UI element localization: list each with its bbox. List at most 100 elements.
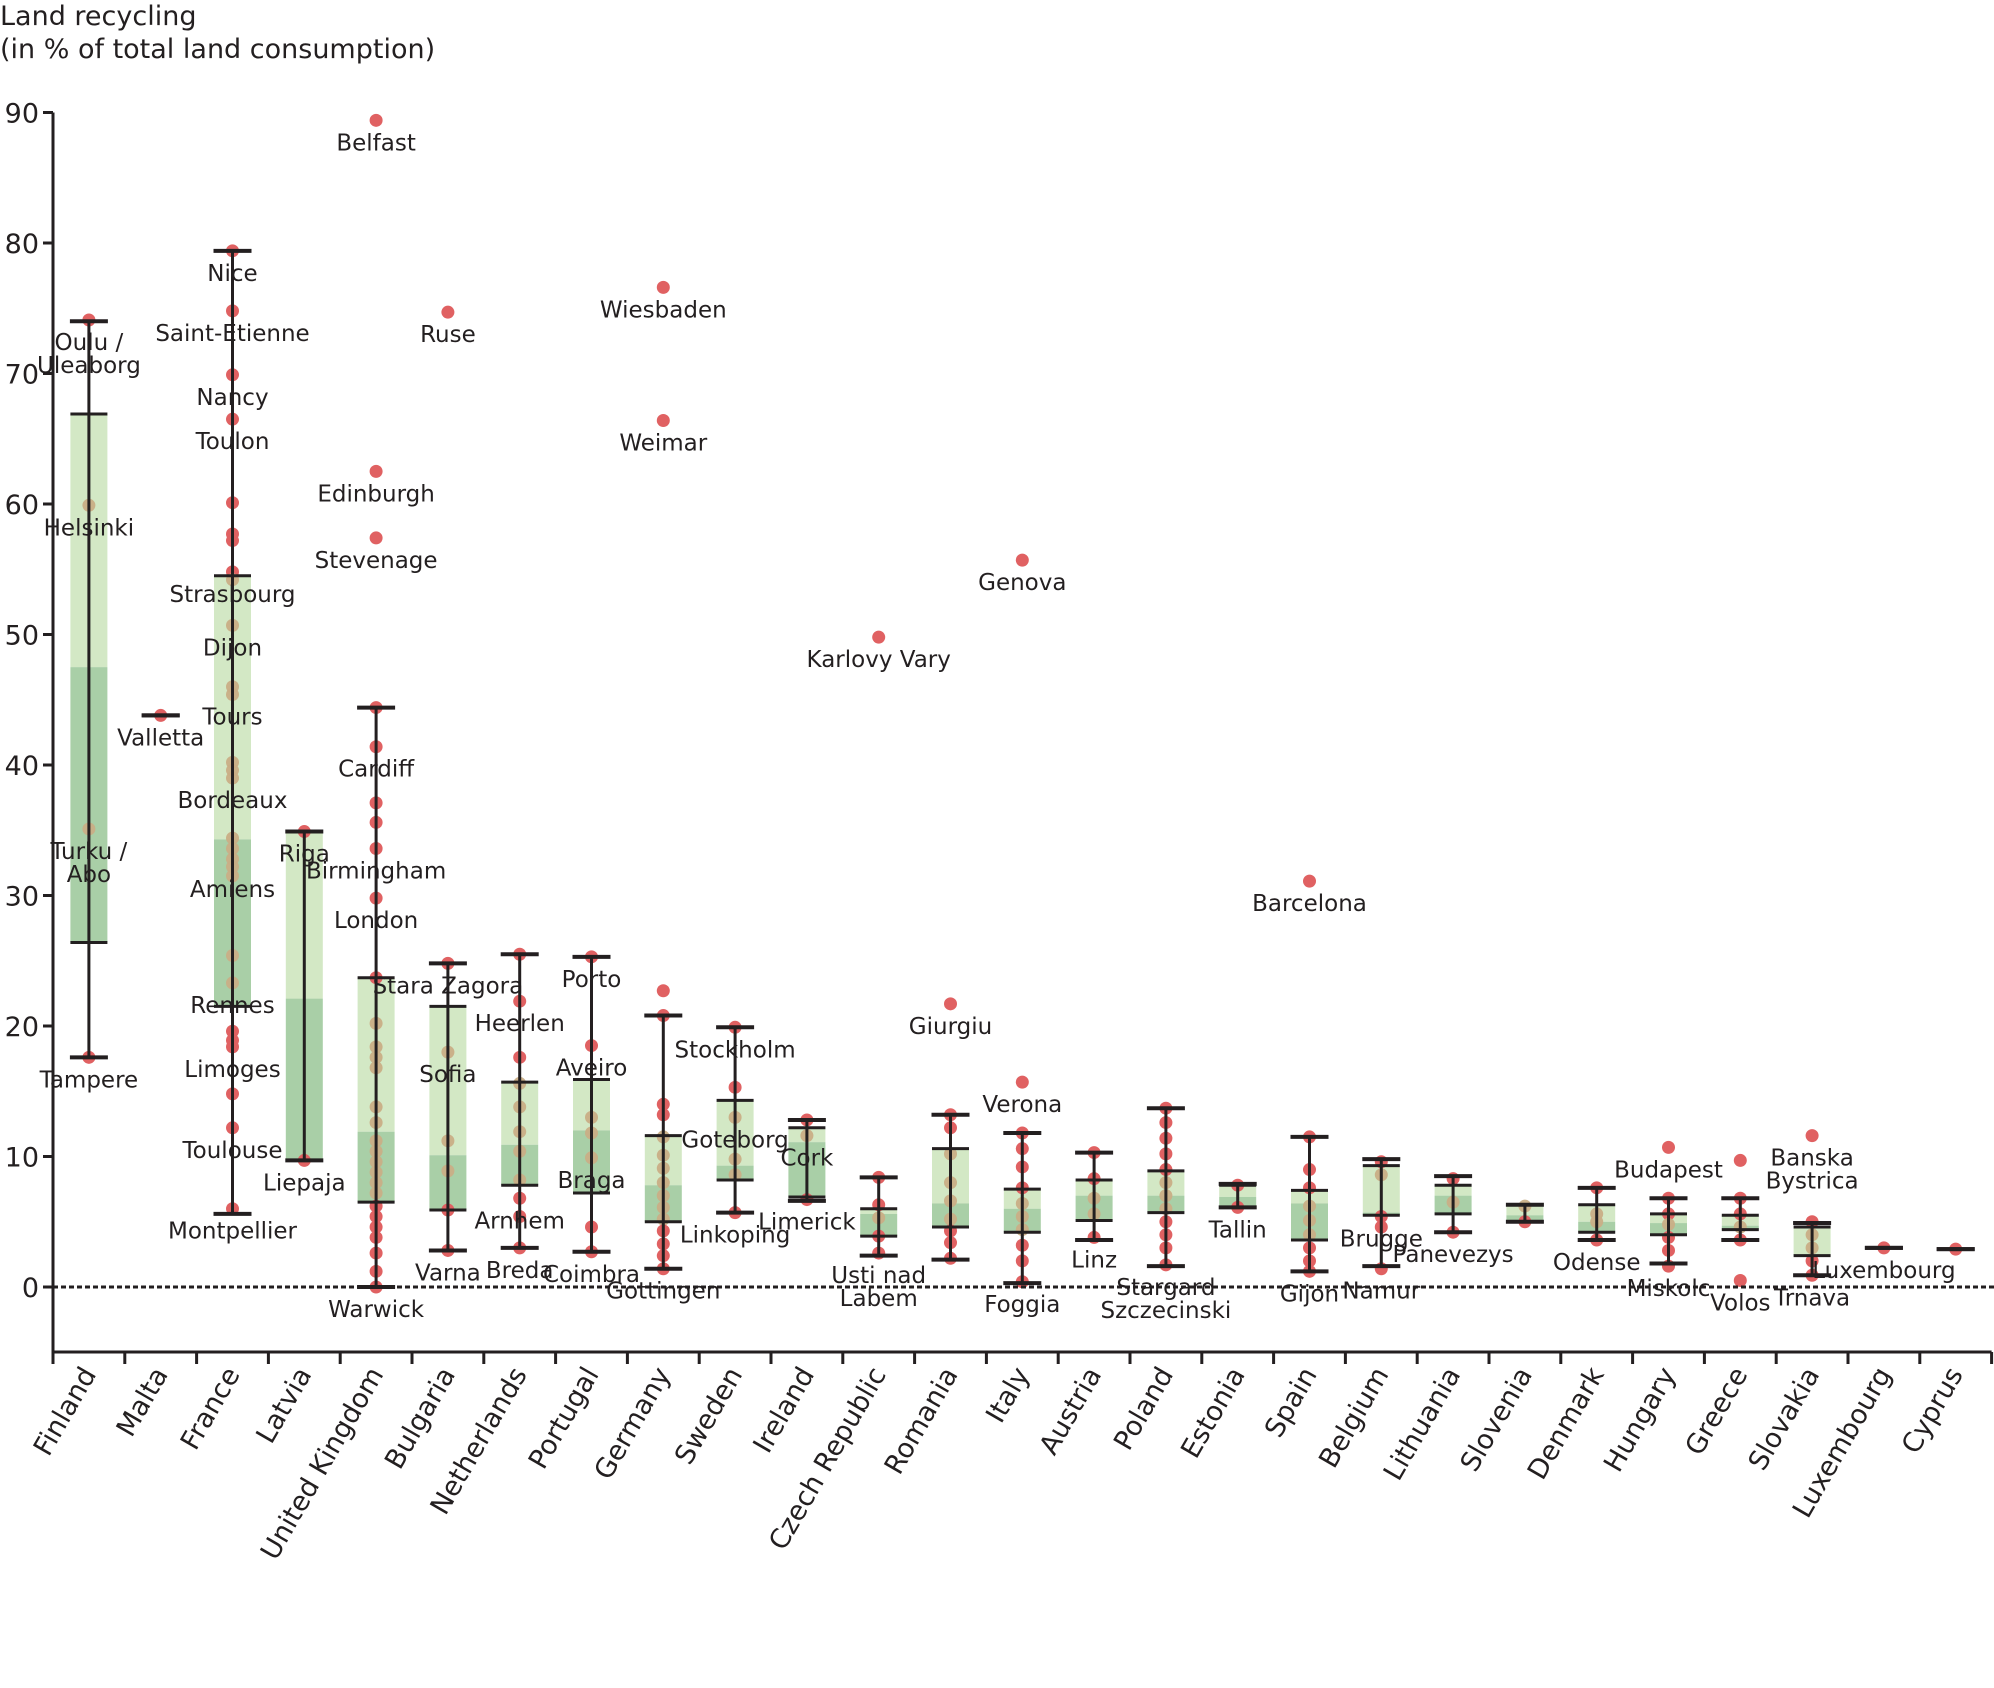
point-label: Toulouse	[182, 1138, 283, 1164]
x-category-label: Slovenia	[1455, 1362, 1539, 1477]
point-label: Usti nad	[831, 1263, 926, 1289]
point-label: Stara Zagora	[373, 973, 524, 999]
point-label: Varna	[415, 1260, 481, 1286]
point-label: Riga	[279, 842, 330, 868]
point-label: Cardiff	[338, 757, 415, 783]
point-label: Belfast	[336, 130, 416, 156]
data-point	[1303, 874, 1316, 888]
x-category-label: France	[175, 1362, 247, 1455]
y-tick-label: 60	[5, 490, 39, 521]
data-point	[656, 280, 670, 294]
data-point	[369, 113, 383, 127]
point-label: Brugge	[1340, 1227, 1423, 1253]
point-label: Szczecinski	[1100, 1298, 1231, 1324]
y-tick-label: 30	[5, 882, 39, 913]
point-label: Stockholm	[675, 1037, 796, 1063]
data-point	[369, 464, 383, 478]
x-category-label: Portugal	[523, 1362, 606, 1474]
point-label: London	[334, 908, 418, 934]
point-label: Stevenage	[315, 548, 438, 574]
x-category-label: Slovakia	[1743, 1362, 1827, 1476]
x-category-label: Romania	[879, 1362, 965, 1480]
point-label: Barcelona	[1252, 891, 1367, 917]
data-point	[1662, 1140, 1675, 1154]
point-label: Abo	[67, 862, 111, 888]
point-label: Heerlen	[475, 1011, 565, 1037]
point-label: Braga	[557, 1168, 625, 1194]
point-label: Tallin	[1208, 1217, 1267, 1243]
point-label: Oulu /	[55, 330, 124, 356]
point-label: Gijon	[1280, 1281, 1339, 1307]
point-label: Uleaborg	[37, 353, 141, 379]
point-label: Rennes	[190, 993, 274, 1019]
point-label: Miskolc	[1627, 1276, 1711, 1302]
point-labels-layer: Oulu /Uleaborg Helsinki Turku /Abo Tampere V…	[37, 130, 1956, 1323]
data-point	[1733, 1273, 1747, 1287]
y-tick-label: 40	[5, 751, 39, 782]
point-label: Edinburgh	[317, 481, 435, 507]
y-tick-label: 70	[5, 360, 39, 391]
point-label: Budapest	[1614, 1157, 1723, 1183]
point-label: Weimar	[619, 430, 707, 456]
point-label: Birmingham	[306, 859, 446, 885]
point-label: Labem	[840, 1286, 918, 1312]
point-label: Helsinki	[44, 515, 135, 541]
data-point	[656, 413, 670, 427]
y-axis-title-line-2: (in % of total land consumption)	[0, 34, 436, 65]
data-point	[441, 305, 455, 319]
point-label: Goteborg	[681, 1127, 788, 1153]
point-label: Stargard	[1116, 1275, 1215, 1301]
point-label: Aveiro	[556, 1056, 628, 1082]
point-label: Saint-Etienne	[155, 321, 309, 347]
point-label: Dijon	[203, 635, 262, 661]
x-category-label: Austria	[1034, 1362, 1109, 1460]
point-label: Warwick	[328, 1297, 425, 1323]
point-label: Giurgiu	[909, 1014, 992, 1040]
point-label: Toulon	[195, 429, 270, 455]
point-label: Nancy	[196, 385, 268, 411]
point-label: Trnava	[1773, 1285, 1850, 1311]
y-tick-label: 80	[5, 229, 39, 260]
point-label: Panevezys	[1393, 1242, 1514, 1268]
point-label: Luxembourg	[1812, 1258, 1955, 1284]
x-category-label: Ireland	[747, 1362, 821, 1458]
data-point	[944, 997, 957, 1011]
x-category-label: Poland	[1108, 1362, 1180, 1456]
x-category-label: Belgium	[1313, 1362, 1395, 1473]
point-label: Limerick	[758, 1210, 856, 1236]
y-tick-label: 20	[5, 1012, 39, 1043]
point-label: Namur	[1342, 1279, 1420, 1305]
point-label: Tours	[201, 705, 262, 731]
point-label: Volos	[1710, 1290, 1770, 1316]
point-label: Cork	[780, 1146, 834, 1172]
x-category-label: Estonia	[1175, 1362, 1252, 1464]
point-label: Sofia	[419, 1062, 476, 1088]
x-category-label: Cyprus	[1896, 1362, 1970, 1459]
point-label: Limoges	[184, 1057, 280, 1083]
point-label: Tampere	[39, 1067, 139, 1093]
point-label: Verona	[982, 1092, 1062, 1118]
point-label: Gottingen	[606, 1279, 720, 1305]
point-label: Banska	[1770, 1146, 1853, 1172]
point-label: Valletta	[117, 725, 204, 751]
y-tick-label: 0	[22, 1273, 39, 1304]
x-category-label: Finland	[28, 1362, 103, 1461]
x-category-label: Bulgaria	[379, 1362, 462, 1474]
point-label: Coimbra	[543, 1262, 640, 1288]
data-point	[872, 630, 886, 644]
point-label: Arnhem	[474, 1208, 565, 1234]
point-label: Linkoping	[680, 1223, 791, 1249]
x-category-label: Greece	[1679, 1362, 1754, 1461]
y-tick-label: 90	[5, 99, 39, 130]
point-label: Liepaja	[263, 1170, 346, 1196]
point-label: Genova	[978, 570, 1066, 596]
whiskers-layer	[69, 248, 1975, 1289]
data-point	[369, 531, 383, 545]
data-point	[1015, 1075, 1029, 1089]
point-label: Linz	[1071, 1247, 1117, 1273]
data-point	[1805, 1129, 1819, 1143]
x-category-label: Malta	[111, 1362, 175, 1442]
data-point	[1733, 1153, 1747, 1167]
point-label: Bystrica	[1766, 1169, 1859, 1195]
